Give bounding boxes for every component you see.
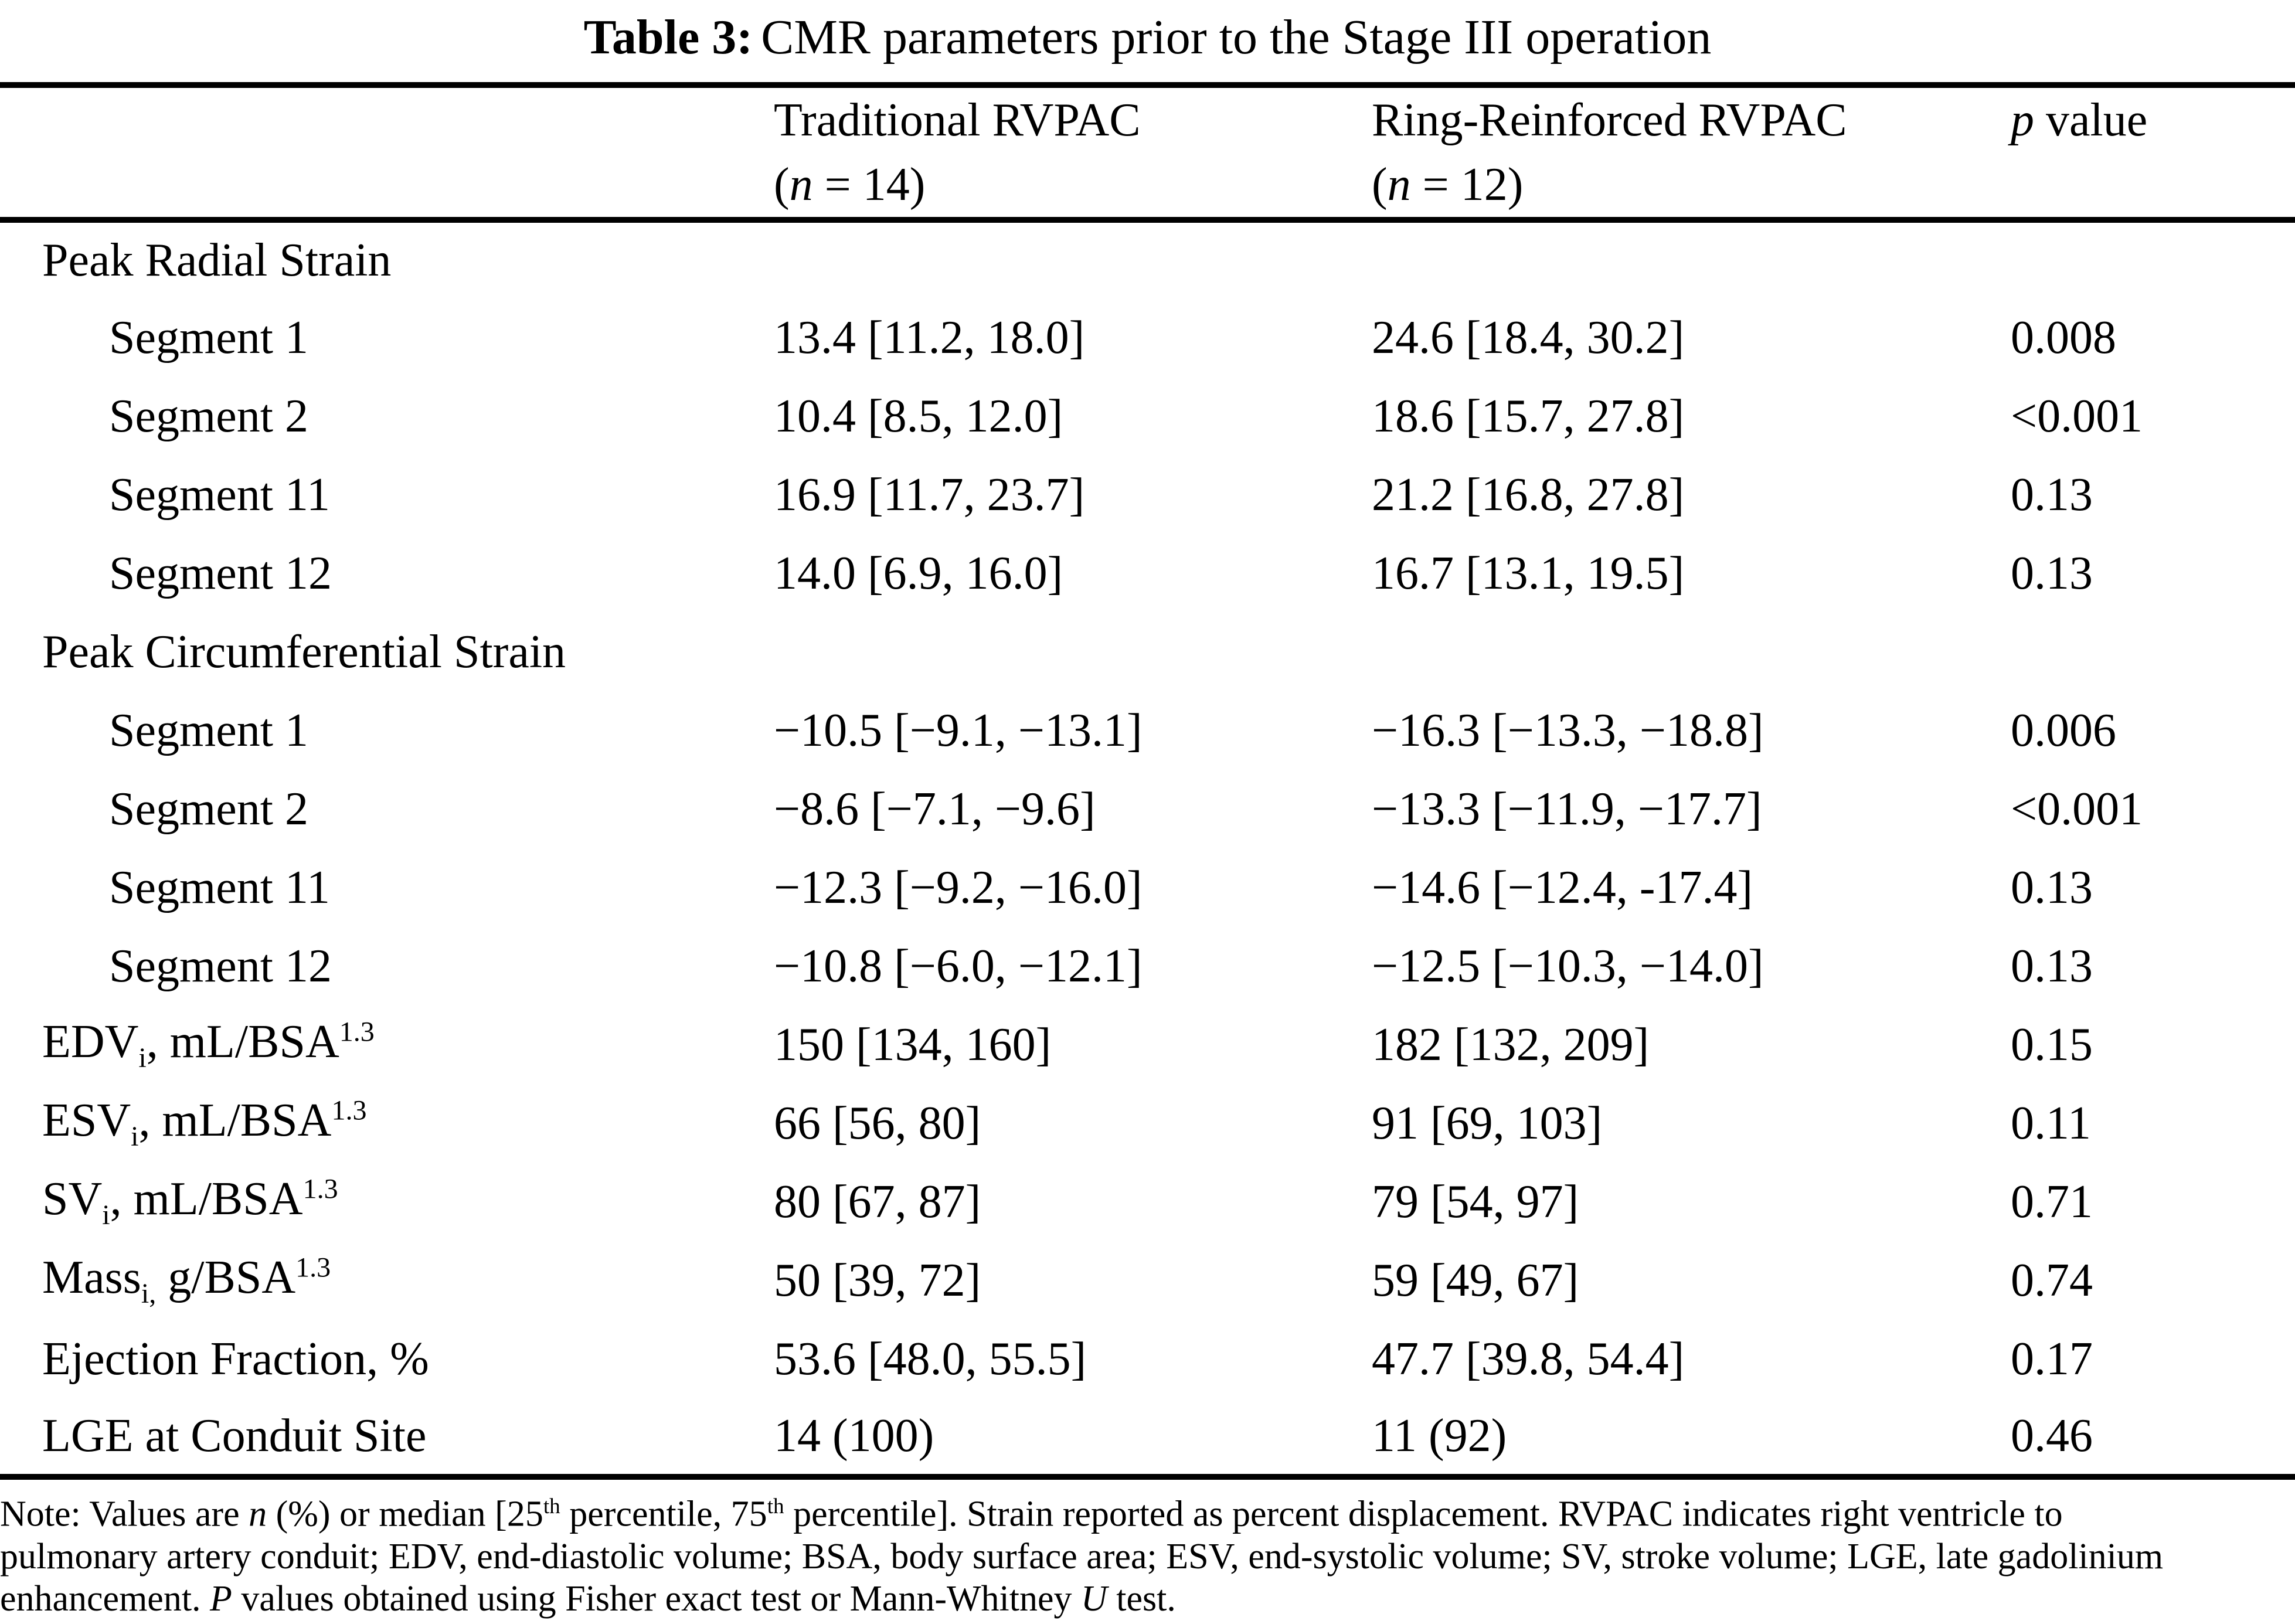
ring-reinforced-value xyxy=(1372,220,2011,298)
param-label: Segment 12 xyxy=(109,940,332,992)
ring-reinforced-value xyxy=(1372,613,2011,691)
table-row: ESVi, mL/BSA1.3 66 [56, 80] 91 [69, 103]… xyxy=(0,1084,2295,1163)
table-row-section: Peak Radial Strain xyxy=(0,220,2295,298)
ring-reinforced-value: 182 [132, 209] xyxy=(1372,1018,1650,1071)
footnote-line: enhancement. P values obtained using Fis… xyxy=(0,1578,1176,1619)
ring-reinforced-value: 91 [69, 103] xyxy=(1372,1097,1603,1149)
table-row: EDVi, mL/BSA1.3 150 [134, 160] 182 [132,… xyxy=(0,1005,2295,1084)
ring-reinforced-value: 79 [54, 97] xyxy=(1372,1175,1579,1228)
col-header-p-value: p value xyxy=(2011,94,2148,146)
param-label: Segment 12 xyxy=(109,547,332,599)
col-header-traditional-rvpac: Traditional RVPAC (n = 14) xyxy=(774,94,1141,210)
param-label: EDVi, mL/BSA1.3 xyxy=(42,1016,375,1073)
param-label: Segment 11 xyxy=(109,861,330,913)
ring-reinforced-value: −13.3 [−11.9, −17.7] xyxy=(1372,783,1762,835)
table-caption: CMR parameters prior to the Stage III op… xyxy=(761,10,1712,64)
p-value: 0.13 xyxy=(2011,940,2093,992)
table-row: Segment 11 −12.3 [−9.2, −16.0] −14.6 [−1… xyxy=(0,848,2295,927)
table-row: Segment 2 10.4 [8.5, 12.0] 18.6 [15.7, 2… xyxy=(0,377,2295,456)
p-value: 0.006 xyxy=(2011,704,2116,756)
p-value: 0.13 xyxy=(2011,468,2093,521)
table-row: SVi, mL/BSA1.3 80 [67, 87] 79 [54, 97] 0… xyxy=(0,1163,2295,1241)
param-label: Peak Radial Strain xyxy=(42,235,392,286)
table-number: Table 3: xyxy=(583,10,753,64)
ring-reinforced-value: −12.5 [−10.3, −14.0] xyxy=(1372,940,1764,992)
ring-reinforced-value: −14.6 [−12.4, -17.4] xyxy=(1372,861,1753,913)
p-value: 0.11 xyxy=(2011,1097,2092,1149)
p-value: 0.71 xyxy=(2011,1175,2093,1228)
p-value: 0.008 xyxy=(2011,311,2116,363)
table-row: Segment 1 −10.5 [−9.1, −13.1] −16.3 [−13… xyxy=(0,691,2295,770)
p-value: <0.001 xyxy=(2011,783,2143,835)
table-row: Ejection Fraction, % 53.6 [48.0, 55.5] 4… xyxy=(0,1320,2295,1398)
traditional-value xyxy=(774,613,1372,691)
param-label: Segment 2 xyxy=(109,783,308,835)
param-label: Segment 1 xyxy=(109,311,308,363)
table-row-section: Peak Circumferential Strain xyxy=(0,613,2295,691)
footnote-line: Note: Values are n (%) or median [25th p… xyxy=(0,1494,2063,1534)
ring-reinforced-value: 16.7 [13.1, 19.5] xyxy=(1372,547,1685,599)
cmr-parameters-table: Traditional RVPAC (n = 14) Ring-Reinforc… xyxy=(0,82,2295,1480)
traditional-value: −10.8 [−6.0, −12.1] xyxy=(774,940,1143,992)
table-row: Segment 1 13.4 [11.2, 18.0] 24.6 [18.4, … xyxy=(0,298,2295,377)
ring-reinforced-value: −16.3 [−13.3, −18.8] xyxy=(1372,704,1764,756)
table-footnote: Note: Values are n (%) or median [25th p… xyxy=(0,1480,2295,1620)
traditional-value: 80 [67, 87] xyxy=(774,1175,981,1228)
p-value: 0.13 xyxy=(2011,547,2093,599)
ring-reinforced-value: 21.2 [16.8, 27.8] xyxy=(1372,468,1685,521)
traditional-value xyxy=(774,220,1372,298)
ring-reinforced-value: 59 [49, 67] xyxy=(1372,1254,1579,1306)
param-label: Ejection Fraction, % xyxy=(42,1333,429,1385)
param-label: Segment 2 xyxy=(109,390,308,442)
param-label: ESVi, mL/BSA1.3 xyxy=(42,1095,367,1152)
traditional-value: 14 (100) xyxy=(774,1410,934,1462)
header-row: Traditional RVPAC (n = 14) Ring-Reinforc… xyxy=(0,85,2295,220)
table-row: Segment 12 −10.8 [−6.0, −12.1] −12.5 [−1… xyxy=(0,927,2295,1005)
table-row: Segment 12 14.0 [6.9, 16.0] 16.7 [13.1, … xyxy=(0,534,2295,613)
ring-reinforced-value: 11 (92) xyxy=(1372,1410,1507,1462)
param-label: SVi, mL/BSA1.3 xyxy=(42,1173,338,1231)
traditional-value: 66 [56, 80] xyxy=(774,1097,981,1149)
table-row: Segment 2 −8.6 [−7.1, −9.6] −13.3 [−11.9… xyxy=(0,770,2295,848)
traditional-value: 13.4 [11.2, 18.0] xyxy=(774,311,1085,363)
param-label: Peak Circumferential Strain xyxy=(42,626,566,678)
traditional-value: −12.3 [−9.2, −16.0] xyxy=(774,861,1143,913)
table-row: Massi, g/BSA1.3 50 [39, 72] 59 [49, 67] … xyxy=(0,1241,2295,1320)
traditional-value: 50 [39, 72] xyxy=(774,1254,981,1306)
param-label: Segment 11 xyxy=(109,468,330,521)
ring-reinforced-value: 24.6 [18.4, 30.2] xyxy=(1372,311,1685,363)
col-header-parameter xyxy=(0,85,774,220)
p-value: 0.15 xyxy=(2011,1018,2093,1071)
table-row: Segment 11 16.9 [11.7, 23.7] 21.2 [16.8,… xyxy=(0,456,2295,534)
ring-reinforced-value: 18.6 [15.7, 27.8] xyxy=(1372,390,1685,442)
traditional-value: −10.5 [−9.1, −13.1] xyxy=(774,704,1143,756)
p-value: 0.13 xyxy=(2011,861,2093,913)
p-value: 0.74 xyxy=(2011,1254,2093,1306)
ring-reinforced-value: 47.7 [39.8, 54.4] xyxy=(1372,1333,1685,1385)
footnote-line: pulmonary artery conduit; EDV, end-diast… xyxy=(0,1536,2164,1577)
traditional-value: 53.6 [48.0, 55.5] xyxy=(774,1333,1087,1385)
table-row: LGE at Conduit Site 14 (100) 11 (92) 0.4… xyxy=(0,1398,2295,1477)
traditional-value: 150 [134, 160] xyxy=(774,1018,1052,1071)
traditional-value: −8.6 [−7.1, −9.6] xyxy=(774,783,1096,835)
param-label: Segment 1 xyxy=(109,704,308,756)
p-value xyxy=(2011,220,2295,298)
param-label: LGE at Conduit Site xyxy=(42,1410,427,1462)
p-value xyxy=(2011,613,2295,691)
table-title: Table 3: CMR parameters prior to the Stag… xyxy=(0,0,2295,82)
p-value: <0.001 xyxy=(2011,390,2143,442)
param-label: Massi, g/BSA1.3 xyxy=(42,1252,331,1309)
p-value: 0.46 xyxy=(2011,1410,2093,1462)
p-value: 0.17 xyxy=(2011,1333,2093,1385)
traditional-value: 14.0 [6.9, 16.0] xyxy=(774,547,1063,599)
traditional-value: 10.4 [8.5, 12.0] xyxy=(774,390,1063,442)
col-header-ring-reinforced-rvpac: Ring-Reinforced RVPAC (n = 12) xyxy=(1372,94,1847,210)
traditional-value: 16.9 [11.7, 23.7] xyxy=(774,468,1085,521)
